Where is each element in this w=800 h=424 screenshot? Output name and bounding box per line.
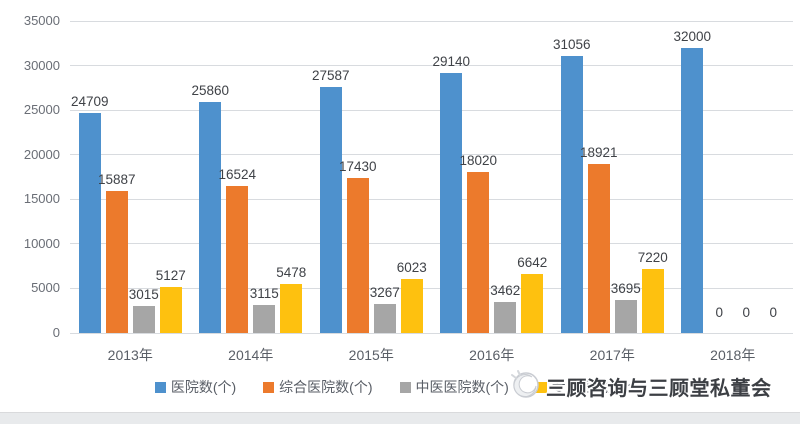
legend-item-中医医院数(个): 中医医院数(个) [399,377,509,397]
xlabel-2016年: 2016年 [469,347,515,363]
gridline-15000 [70,198,793,200]
data-label-专科医院数(个)-2015年: 6023 [396,260,427,276]
gridline-30000 [70,65,793,67]
legend-label: 综合医院数(个) [279,379,373,395]
data-label-中医医院数(个)-2015年: 3267 [369,284,400,300]
ytick-30000: 30000 [23,57,60,73]
legend-swatch-icon [399,381,411,393]
bar-专科医院数(个)-2016年 [521,273,544,333]
xlabel-2013年: 2013年 [107,347,153,363]
ytick-5000: 5000 [31,280,60,296]
data-label-中医医院数(个)-2014年: 3115 [249,286,279,302]
watermark-logo-icon [508,367,542,406]
ytick-25000: 25000 [23,102,60,118]
legend-item-医院数(个): 医院数(个) [154,377,237,397]
data-label-医院数(个)-2013年: 24709 [70,93,109,109]
data-label-综合医院数(个)-2014年: 16524 [218,166,257,182]
ytick-15000: 15000 [23,191,60,207]
xlabel-2015年: 2015年 [348,347,394,363]
data-label-综合医院数(个)-2016年: 18020 [459,153,498,169]
legend-label: 专科医院数(个) [551,379,646,395]
gridline-25000 [70,109,793,111]
bar-医院数(个)-2015年 [319,87,342,333]
data-label-专科医院数(个)-2017年: 7220 [637,249,668,265]
xlabel-2014年: 2014年 [228,347,274,363]
legend-swatch-icon [154,381,166,393]
bar-中医医院数(个)-2017年 [614,300,637,333]
bar-中医医院数(个)-2013年 [132,306,155,333]
bar-专科医院数(个)-2014年 [280,284,303,333]
bar-医院数(个)-2017年 [560,56,583,333]
data-label-中医医院数(个)-2013年: 3015 [128,287,159,303]
bar-专科医院数(个)-2013年 [159,287,182,333]
gridline-20000 [70,154,793,156]
bar-医院数(个)-2018年 [681,47,704,333]
bar-综合医院数(个)-2017年 [587,164,610,333]
legend-label: 医院数(个) [170,379,237,395]
data-label-中医医院数(个)-2016年: 3462 [490,283,521,299]
data-label-医院数(个)-2017年: 31056 [552,37,591,53]
data-label-专科医院数(个)-2016年: 6642 [517,254,548,270]
gridline-35000 [70,20,793,22]
legend-item-综合医院数(个): 综合医院数(个) [263,377,373,397]
data-label-中医医院数(个)-2017年: 3695 [610,281,641,297]
data-label-专科医院数(个)-2018年: 0 [769,305,777,320]
xlabel-2017年: 2017年 [589,347,635,363]
data-label-医院数(个)-2014年: 25860 [191,83,230,99]
bar-中医医院数(个)-2016年 [494,302,517,333]
bar-医院数(个)-2016年 [440,73,463,333]
legend: 医院数(个) 综合医院数(个) 中医医院数(个) 专科医院数(个) [0,377,800,397]
data-label-综合医院数(个)-2013年: 15887 [97,172,136,188]
bar-综合医院数(个)-2016年 [467,172,490,333]
bar-专科医院数(个)-2015年 [400,279,423,333]
legend-swatch-icon [263,381,275,393]
data-label-医院数(个)-2015年: 27587 [311,68,350,84]
bar-专科医院数(个)-2017年 [641,268,664,333]
data-label-专科医院数(个)-2013年: 5127 [155,268,186,284]
bar-医院数(个)-2013年 [78,112,101,333]
data-label-综合医院数(个)-2018年: 0 [715,305,723,320]
ytick-20000: 20000 [23,146,60,162]
bottom-band [0,412,800,424]
bar-综合医院数(个)-2014年 [226,185,249,333]
xlabel-2018年: 2018年 [710,347,756,363]
ytick-0: 0 [52,325,60,340]
legend-item-专科医院数(个): 专科医院数(个) [535,377,646,397]
bar-医院数(个)-2014年 [199,102,222,333]
data-label-医院数(个)-2018年: 32000 [673,28,712,44]
bar-综合医院数(个)-2015年 [346,177,369,333]
ytick-35000: 35000 [23,13,60,28]
data-label-综合医院数(个)-2017年: 18921 [579,145,618,161]
gridline-10000 [70,243,793,245]
data-label-中医医院数(个)-2018年: 0 [742,305,750,320]
watermark: 三顾咨询与三顾堂私董会 [508,367,772,406]
ytick-10000: 10000 [23,235,60,251]
bar-中医医院数(个)-2015年 [373,303,396,333]
bar-中医医院数(个)-2014年 [253,305,276,333]
data-label-医院数(个)-2016年: 29140 [432,54,471,70]
watermark-text: 三顾咨询与三顾堂私董会 [546,378,772,400]
bar-综合医院数(个)-2013年 [105,191,128,333]
gridline-0 [70,332,793,334]
legend-label: 中医医院数(个) [415,379,509,395]
data-label-综合医院数(个)-2015年: 17430 [338,158,377,174]
gridline-5000 [70,287,793,289]
data-label-专科医院数(个)-2014年: 5478 [276,265,307,281]
legend-swatch-icon [535,381,547,393]
